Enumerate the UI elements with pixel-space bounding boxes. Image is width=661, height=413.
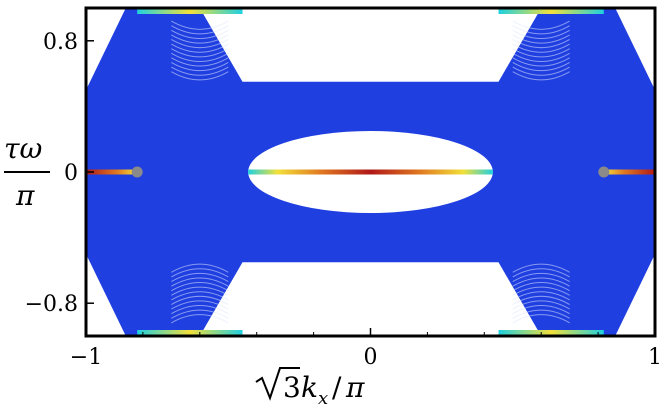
y-tick-label: −0.8 (25, 292, 78, 317)
y-axis-label-denominator: π (15, 179, 35, 212)
y-tick-label: 0 (64, 161, 78, 186)
band-stripe (171, 314, 229, 324)
y-axis-label-numerator: τω (4, 132, 42, 165)
y-axis-label: τω π (4, 132, 50, 212)
band-stripe (512, 43, 570, 53)
pi-mode-edge-state (498, 330, 604, 335)
x-axis-label-k: k (301, 371, 318, 404)
band-stripe (171, 34, 229, 44)
band-stripe (512, 314, 570, 324)
x-axis-label-sub: x (318, 388, 328, 409)
band-stripe (512, 66, 570, 76)
band-stripe (512, 291, 570, 301)
x-axis-label-slash: / (332, 371, 342, 404)
dirac-point (598, 166, 610, 178)
pi-mode-edge-state (498, 9, 604, 14)
band-stripe (171, 291, 229, 301)
band-stripe (171, 304, 229, 315)
pi-mode-edge-state (137, 9, 243, 14)
band-stripe (512, 268, 570, 278)
y-tick-label: 0.8 (43, 30, 78, 55)
band-stripe (512, 309, 570, 319)
band-stripe (171, 66, 229, 76)
band-stripe (512, 52, 570, 62)
band-stripe (512, 286, 570, 296)
band-stripe (171, 71, 229, 81)
band-stripe (512, 295, 570, 305)
band-stripe (512, 300, 570, 310)
zero-mode-edge-state (603, 169, 655, 175)
band-stripe (512, 20, 570, 30)
band-stripe (512, 272, 570, 282)
y-axis-ticks: 0.8 0 −0.8 (25, 30, 94, 317)
band-stripe (512, 263, 570, 273)
x-tick-label: 0 (364, 345, 378, 370)
band-stripe (512, 277, 570, 287)
band-stripe (171, 48, 229, 58)
band-stripe (171, 295, 229, 305)
x-tick-label: 1 (648, 345, 661, 370)
x-axis-ticks: −1 0 1 (70, 328, 661, 370)
dirac-point (131, 166, 143, 178)
band-stripe (171, 300, 229, 310)
band-stripe (171, 25, 229, 35)
x-axis-label-pi: π (345, 371, 365, 404)
band-stripe (171, 263, 229, 273)
band-stripe (512, 48, 570, 58)
band-stripe (171, 272, 229, 282)
band-stripe (512, 25, 570, 35)
band-stripe (171, 282, 229, 292)
dirac-points (131, 166, 610, 178)
band-stripe (512, 62, 570, 72)
band-stripe (512, 304, 570, 315)
x-axis-label: 3 k x / π (255, 367, 365, 409)
band-stripe (512, 57, 570, 67)
band-stripe (171, 62, 229, 72)
zero-mode-edge-state (248, 169, 493, 175)
pi-mode-edge-state (137, 330, 243, 335)
band-stripe (171, 29, 229, 40)
band-stripe (171, 268, 229, 278)
plot-area (86, 8, 655, 336)
x-tick-label: −1 (70, 345, 102, 370)
band-hatching (171, 20, 570, 324)
edge-states (86, 9, 655, 335)
band-stripe (171, 57, 229, 67)
band-stripe (171, 277, 229, 287)
band-stripe (171, 43, 229, 53)
zero-mode-edge-state (86, 169, 138, 175)
band-stripe (512, 282, 570, 292)
band-stripe (171, 286, 229, 296)
band-stripe (512, 34, 570, 44)
band-stripe (171, 309, 229, 319)
band-stripe (512, 71, 570, 81)
band-stripe (171, 39, 229, 49)
band-stripe (171, 20, 229, 30)
band-stripe (171, 52, 229, 62)
band-stripe (512, 39, 570, 49)
band-stripe (512, 29, 570, 40)
x-axis-label-text: 3 (283, 371, 301, 404)
